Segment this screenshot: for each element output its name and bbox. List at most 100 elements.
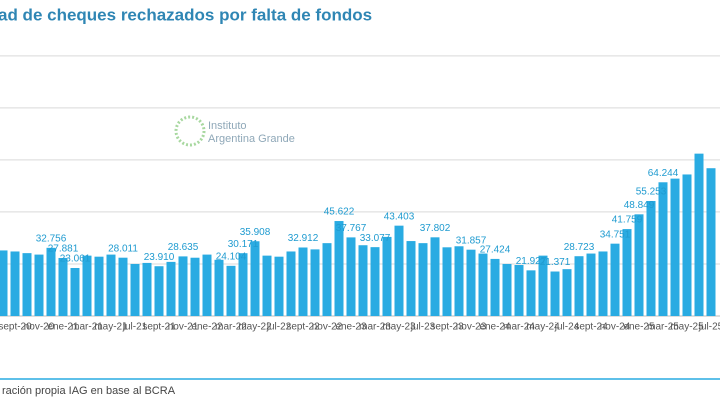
x-tick-label: sept-22: [286, 322, 320, 333]
bar: [394, 225, 404, 316]
bar: [70, 267, 80, 316]
x-tick-label: nov-22: [312, 322, 343, 333]
bar: [406, 241, 416, 316]
bar: [34, 254, 44, 316]
bar: [478, 253, 488, 316]
bar: [526, 270, 536, 316]
x-tick-label: sept-23: [430, 322, 464, 333]
value-label: 28.635: [168, 242, 199, 253]
bar: [166, 261, 176, 316]
bar: [178, 256, 188, 316]
x-tick-label: jul-25: [698, 322, 720, 333]
x-tick-label: mar-25: [647, 322, 679, 333]
x-tick-label: ene-21: [47, 322, 79, 333]
bar: [298, 247, 308, 316]
value-label: 28.723: [564, 242, 595, 253]
logo-text: Instituto: [208, 120, 247, 132]
bar: [538, 255, 548, 316]
source: ración propia IAG en base al BCRA: [2, 385, 176, 397]
bar: [442, 247, 452, 316]
bar: [238, 253, 248, 316]
bar: [274, 256, 284, 316]
bar: [106, 254, 116, 316]
x-tick-label: may-21: [94, 322, 128, 333]
bar: [370, 247, 380, 316]
x-tick-label: may-22: [238, 322, 272, 333]
value-label: 55.253: [636, 187, 667, 198]
value-label: 27.881: [48, 244, 79, 255]
x-tick-label: sept-21: [142, 322, 176, 333]
value-label: 37.767: [336, 223, 367, 234]
bar: [418, 243, 428, 316]
value-label: 32.912: [288, 233, 319, 244]
x-tick-label: may-23: [382, 322, 416, 333]
x-tick-label: ene-22: [191, 322, 223, 333]
bar: [562, 269, 572, 316]
bar: [358, 245, 368, 316]
x-tick-label: jul-24: [554, 322, 580, 333]
bar: [0, 250, 8, 316]
x-tick-label: mar-21: [71, 322, 103, 333]
value-label: 64.244: [648, 168, 679, 179]
bar: [118, 257, 128, 316]
bar: [154, 266, 164, 316]
bar: [622, 229, 632, 316]
bar: [682, 174, 692, 316]
x-tick-label: jul-21: [122, 322, 148, 333]
bar: [694, 153, 704, 316]
bar: [430, 237, 440, 316]
x-tick-label: nov-20: [24, 322, 55, 333]
value-label: 32.756: [36, 233, 67, 244]
logo: Instituto Argentina Grande: [174, 115, 295, 147]
bar: [214, 259, 224, 316]
bar: [262, 255, 272, 316]
x-tick-label: mar-24: [503, 322, 535, 333]
value-label: 28.011: [108, 243, 138, 254]
x-tick-label: nov-24: [600, 322, 631, 333]
x-tick-label: sept-20: [0, 322, 32, 333]
bar: [202, 254, 212, 316]
bar: [142, 262, 152, 316]
value-label: 34.751: [600, 229, 631, 240]
value-label: 48.849: [624, 200, 655, 211]
bar: [382, 236, 392, 316]
bar: [502, 263, 512, 316]
bar: [310, 249, 320, 316]
value-label: 23.910: [144, 252, 175, 263]
bar: [490, 258, 500, 316]
bar: [10, 251, 20, 316]
bar: [322, 243, 332, 316]
bar: [646, 200, 656, 316]
bar: [130, 263, 140, 316]
x-tick-label: may-25: [670, 322, 704, 333]
value-label: 31.857: [456, 235, 487, 246]
bar: [598, 251, 608, 316]
x-tick-label: jul-22: [266, 322, 292, 333]
bar: [634, 214, 644, 316]
bar: [454, 246, 464, 316]
value-label: 23.061: [60, 254, 91, 265]
bar: [466, 249, 476, 316]
bar: [46, 247, 56, 316]
chart-title: ad de cheques rechazados por falta de fo…: [0, 5, 372, 24]
x-tick-label: ene-24: [479, 322, 511, 333]
bar: [610, 243, 620, 316]
value-label: 43.403: [384, 211, 415, 222]
x-tick-label: ene-23: [335, 322, 367, 333]
x-tick-label: nov-21: [168, 322, 199, 333]
bar: [550, 271, 560, 316]
value-label: 41.759: [612, 215, 643, 226]
value-label: 24.104: [216, 251, 247, 262]
bar: [250, 241, 260, 316]
bar: [658, 182, 668, 316]
bar: [226, 265, 236, 316]
value-label: 27.424: [480, 245, 511, 256]
bar: [670, 178, 680, 316]
x-tick-label: mar-22: [215, 322, 247, 333]
bar: [286, 251, 296, 316]
logo-text: Argentina Grande: [208, 133, 295, 145]
x-tick-label: sept-24: [574, 322, 608, 333]
bar: [82, 255, 92, 316]
bar: [586, 253, 596, 316]
